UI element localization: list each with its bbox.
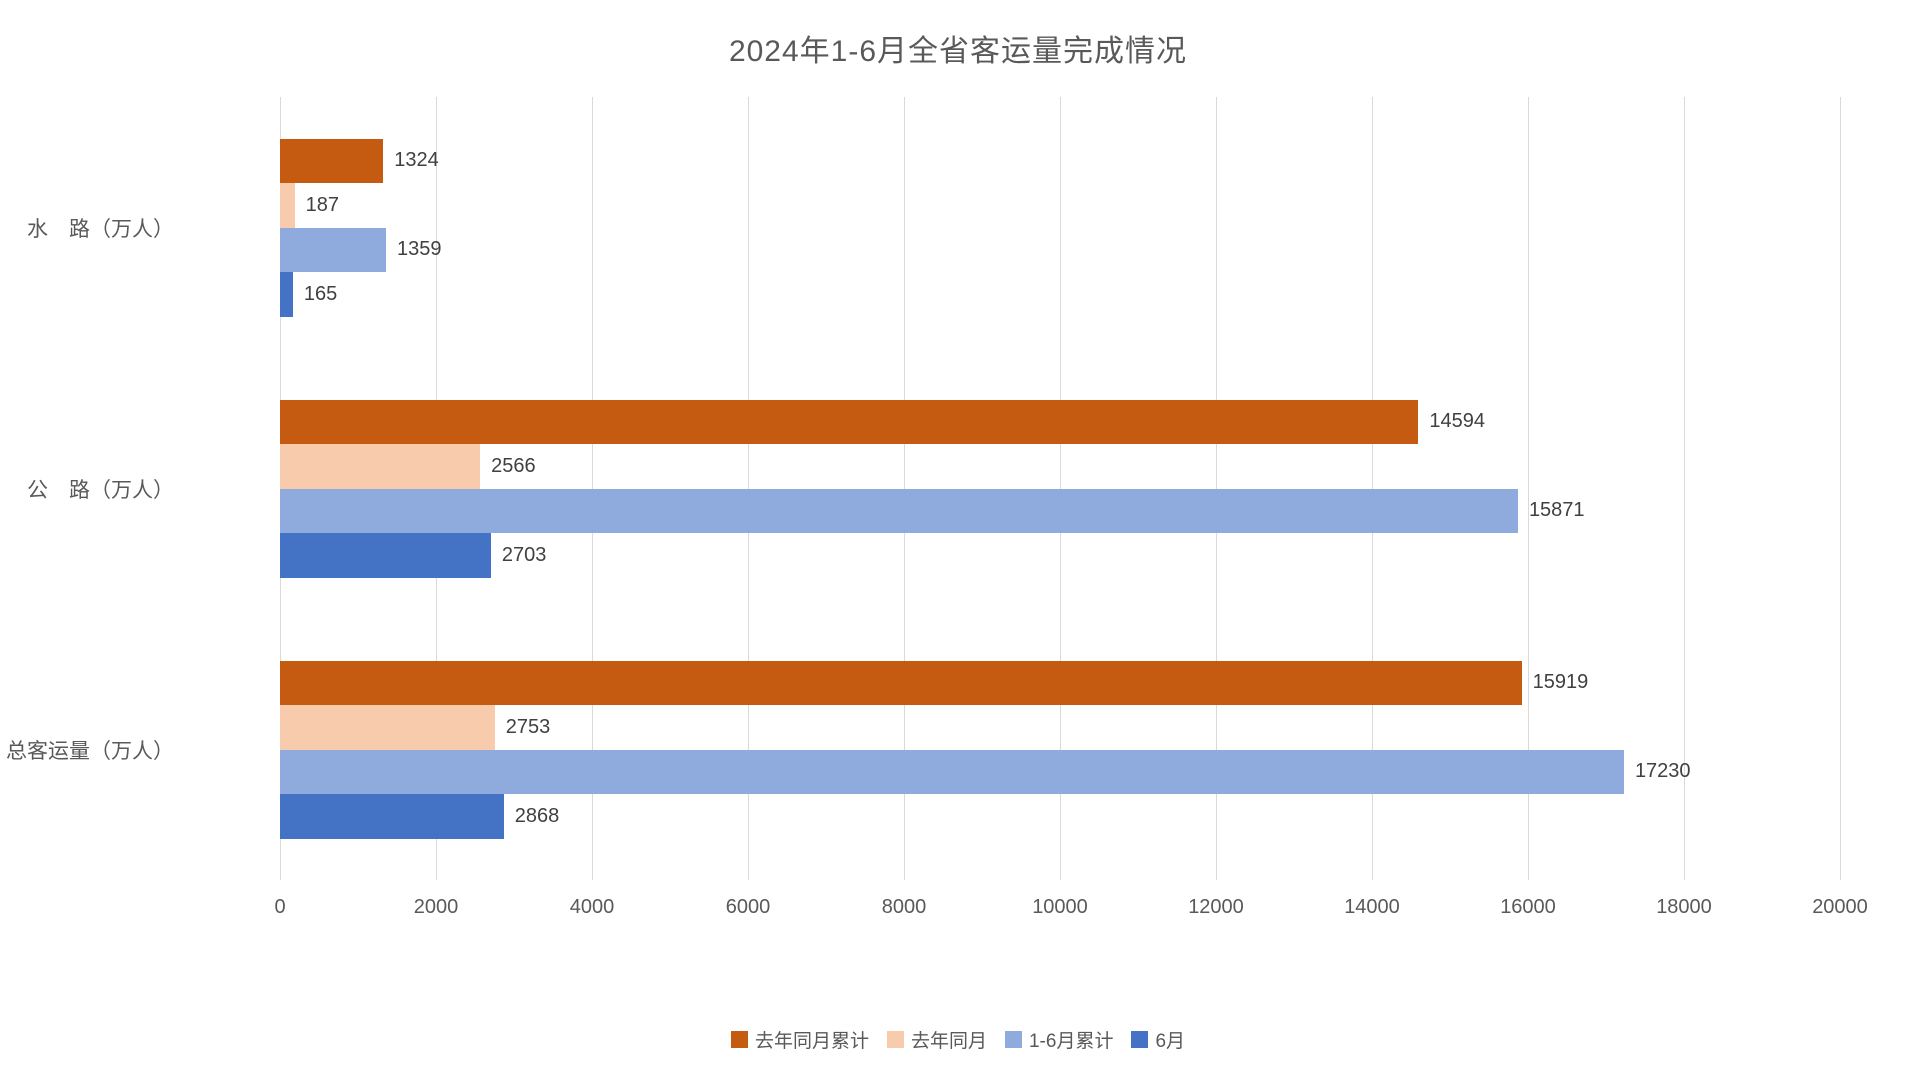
x-tick-8000: 8000 — [881, 896, 927, 918]
bar-value: 2753 — [505, 715, 551, 738]
legend-item-去年同月累计: 去年同月累计 — [730, 1026, 869, 1053]
legend-label: 6月 — [1155, 1031, 1186, 1052]
x-axis: 0 2000 4000 6000 8000 10000 12000 14000 16000 180… — [274, 896, 1867, 926]
x-tick-16000: 16000 — [1500, 896, 1556, 918]
legend-item-6月: 6月 — [1131, 1026, 1185, 1053]
bar-6月-水 路（万人） — [280, 272, 293, 317]
bar-1-6月累计-总客运量（万人） — [280, 749, 1624, 794]
legend-label: 去年同月 — [910, 1031, 987, 1052]
bar-value: 15871 — [1528, 499, 1585, 522]
bar-去年同月-总客运量（万人） — [280, 705, 495, 750]
bar-1-6月累计-水 路（万人） — [280, 227, 386, 272]
category-label: 总客运量（万人） — [6, 739, 174, 763]
legend-swatch-6月 — [1131, 1031, 1149, 1048]
x-tick-18000: 18000 — [1656, 896, 1712, 918]
x-tick-4000: 4000 — [569, 896, 615, 918]
gridline-16000 — [1527, 97, 1529, 880]
bar-value: 2703 — [501, 543, 547, 566]
x-tick-12000: 12000 — [1188, 896, 1244, 918]
x-tick-0: 0 — [274, 896, 286, 918]
chart-title: 2024年1-6月全省客运量完成情况 — [728, 35, 1188, 68]
legend: 去年同月累计 去年同月 1-6月累计 6月 — [0, 1026, 1916, 1053]
bar-去年同月-水 路（万人） — [280, 183, 295, 228]
bar-去年同月累计-公 路（万人） — [280, 399, 1419, 444]
bar-value: 1324 — [394, 149, 439, 172]
bar-value: 2566 — [491, 454, 536, 477]
plot-area: 1324 187 1359 165 水 路（万人） 14594 2566 15871 2703 公… — [6, 97, 1841, 880]
bar-value: 1359 — [397, 238, 442, 261]
legend-label: 去年同月累计 — [754, 1031, 869, 1052]
bar-1-6月累计-公 路（万人） — [280, 488, 1518, 533]
x-tick-6000: 6000 — [725, 896, 771, 918]
legend-item-去年同月: 去年同月 — [886, 1026, 987, 1053]
x-tick-2000: 2000 — [413, 896, 459, 918]
legend-swatch-去年同月累计 — [730, 1031, 748, 1048]
bar-去年同月累计-总客运量（万人） — [280, 660, 1522, 705]
category-label: 公 路（万人） — [27, 478, 174, 502]
bar-value: 165 — [303, 282, 338, 305]
x-tick-20000: 20000 — [1812, 896, 1868, 918]
bar-6月-总客运量（万人） — [280, 794, 504, 839]
legend-label: 1-6月累计 — [1028, 1031, 1114, 1052]
gridline-20000 — [1839, 97, 1841, 880]
bar-去年同月-公 路（万人） — [280, 444, 481, 489]
gridline-18000 — [1683, 97, 1685, 880]
bar-value: 187 — [305, 193, 339, 216]
bar-value: 2868 — [514, 804, 560, 827]
legend-swatch-去年同月 — [886, 1031, 904, 1048]
legend-item-1-6月累计: 1-6月累计 — [1004, 1026, 1114, 1053]
x-tick-14000: 14000 — [1344, 896, 1400, 918]
bar-value: 14594 — [1429, 410, 1485, 433]
category-label: 水 路（万人） — [27, 217, 174, 241]
x-tick-10000: 10000 — [1032, 896, 1088, 918]
legend-swatch-1-6月累计 — [1004, 1031, 1022, 1048]
bar-去年同月累计-水 路（万人） — [280, 138, 384, 183]
bar-6月-公 路（万人） — [280, 533, 491, 578]
bar-value: 15919 — [1532, 671, 1589, 694]
bar-value: 17230 — [1634, 760, 1691, 783]
